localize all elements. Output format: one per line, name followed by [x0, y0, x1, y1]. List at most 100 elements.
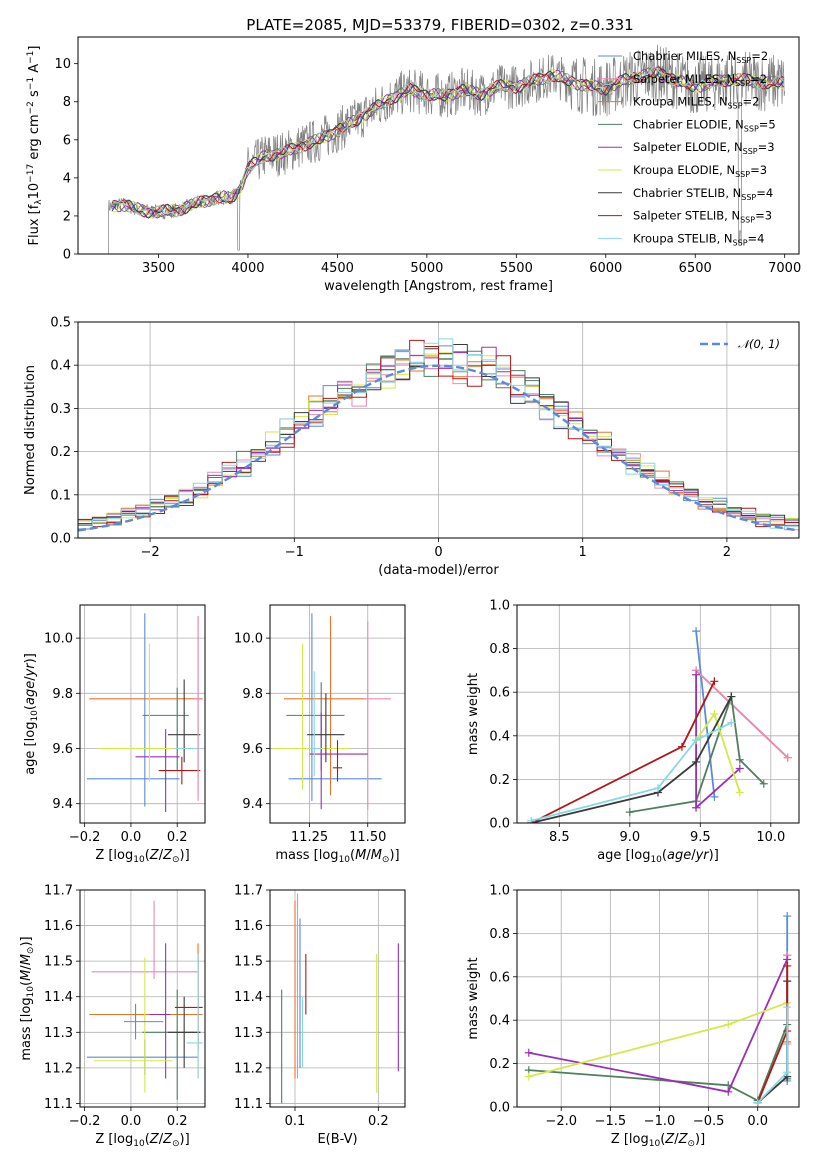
y-tick-label: 11.5	[234, 955, 263, 970]
errorbar-point	[142, 989, 201, 1100]
plot-area-mass-weight-vs-age	[527, 627, 792, 823]
y-tick-label: 4	[63, 171, 71, 186]
weight-marker	[677, 742, 686, 751]
model-line	[111, 69, 785, 219]
y-tick-label: 0.0	[489, 817, 510, 832]
y-tick-label: 11.1	[44, 1097, 73, 1112]
y-tick-label: 11.2	[44, 1061, 73, 1076]
weight-marker	[753, 1098, 762, 1107]
errorbar-point	[309, 671, 322, 777]
errorbar-point	[123, 1003, 164, 1040]
x-axis-label: Z [log10(Z/Z⊙)]	[95, 848, 189, 865]
x-tick-label: −1	[285, 545, 304, 560]
y-tick-label: 11.7	[44, 884, 73, 899]
y-tick-label: 0.1	[50, 488, 71, 503]
weight-marker	[524, 1072, 533, 1081]
weight-marker	[710, 677, 719, 686]
y-tick-label: 0.0	[50, 532, 71, 547]
y-tick-label: 6	[63, 133, 71, 148]
y-tick-label: 11.4	[44, 990, 73, 1005]
y-tick-label: 0.2	[489, 1057, 510, 1072]
x-tick-label: 3500	[142, 261, 175, 276]
errorbar-point	[288, 613, 382, 801]
y-tick-label: 0.6	[489, 970, 510, 985]
plot-area-spectrum	[108, 44, 786, 254]
x-tick-label: 0.0	[121, 1114, 142, 1129]
x-axis-label: age [log10(age/yr)]	[597, 848, 719, 865]
x-tick-label: 0.2	[368, 1114, 389, 1129]
model-line	[111, 66, 785, 218]
axes-frame	[79, 889, 206, 1108]
x-tick-label: −2	[141, 545, 160, 560]
weight-marker	[692, 627, 701, 636]
x-tick-label: 5000	[410, 261, 443, 276]
errorbar-point	[286, 682, 345, 771]
weight-marker	[524, 1048, 533, 1057]
y-tick-label: 0	[63, 248, 71, 263]
legend-label: Kroupa STELIB, NSSP=4	[633, 231, 764, 247]
x-tick-label: 4500	[321, 261, 354, 276]
y-tick-label: 0.0	[489, 1101, 510, 1116]
y-tick-label: 11.7	[234, 884, 263, 899]
x-tick-label: −0.2	[69, 1114, 101, 1129]
y-tick-label: 10.0	[44, 632, 73, 647]
y-tick-label: 0.8	[489, 642, 510, 657]
weight-line	[528, 959, 789, 1093]
x-tick-label: 0.0	[747, 1114, 768, 1129]
weight-marker	[783, 1068, 792, 1077]
y-tick-label: 0.4	[50, 359, 71, 374]
panel-residuals: −2 −1 0 1 2 0.0 0.1 0.2 0.3 0.4 0.5 (data-model)/er…	[23, 316, 800, 578]
axes-frame	[77, 36, 800, 255]
weight-marker	[759, 779, 768, 788]
y-tick-label: 9.6	[52, 742, 73, 757]
x-tick-label: 6500	[679, 261, 712, 276]
panel-age-vs-mass: 11.25 11.50 9.4 9.6 9.8 10.0 mass [log10(M/M⊙)…	[234, 604, 406, 865]
panel-mass-vs-EBV: 0.1 0.2 11.1 11.2 11.3 11.4 11.5 11.6 11.7 E(B-V)	[234, 884, 406, 1147]
weight-marker	[710, 710, 719, 718]
weight-marker	[735, 755, 744, 764]
x-tick-label: 5500	[500, 261, 533, 276]
plot-area-age-vs-Z	[86, 613, 203, 812]
weight-line	[695, 631, 716, 797]
weight-line	[530, 721, 732, 822]
y-axis-label: Normed distribution	[23, 365, 38, 495]
x-tick-label: 0.0	[121, 830, 142, 845]
plot-area-age-vs-mass	[272, 613, 392, 810]
errorbar-point	[158, 756, 201, 785]
weight-line	[695, 669, 789, 759]
y-tick-label: 0.2	[50, 445, 71, 460]
errorbar-point	[283, 616, 366, 796]
x-tick-label: 9.5	[690, 830, 711, 845]
x-tick-label: 0	[434, 545, 442, 560]
x-tick-label: 8.5	[549, 830, 570, 845]
x-tick-label: 4000	[231, 261, 264, 276]
errorbar-point	[89, 943, 203, 1079]
y-tick-label: 0.5	[50, 316, 71, 331]
weight-marker	[727, 718, 736, 727]
x-tick-label: −0.5	[693, 1114, 725, 1129]
plot-area-mass-vs-EBV	[281, 893, 399, 1104]
y-tick-label: 11.3	[44, 1026, 73, 1041]
legend-label: Kroupa MILES, NSSP=2	[633, 95, 759, 111]
y-tick-label: 0.4	[489, 729, 510, 744]
errorbar-point	[149, 943, 171, 1079]
weight-marker	[692, 803, 701, 812]
y-axis-label: age [log10(age/yr)]	[23, 653, 40, 775]
x-tick-label: 6000	[589, 261, 622, 276]
errorbar-point	[363, 621, 392, 810]
x-tick-label: 11.50	[349, 830, 386, 845]
x-axis-label: mass [log10(M/M⊙)]	[275, 848, 399, 865]
axes-frame	[516, 604, 800, 824]
plot-area-mass-vs-Z	[86, 900, 203, 1100]
legend-label: Salpeter ELODIE, NSSP=3	[633, 140, 775, 156]
weight-marker	[527, 816, 536, 823]
plot-area-mass-weight-vs-Z	[524, 912, 792, 1107]
y-tick-label: 9.8	[52, 687, 73, 702]
legend-label: Kroupa ELODIE, NSSP=3	[633, 163, 767, 179]
x-tick-label: 0.2	[167, 1114, 188, 1129]
weight-marker	[724, 1020, 733, 1029]
y-tick-label: 9.8	[242, 687, 263, 702]
errorbar-point	[193, 616, 203, 801]
x-tick-label: 1	[579, 545, 587, 560]
